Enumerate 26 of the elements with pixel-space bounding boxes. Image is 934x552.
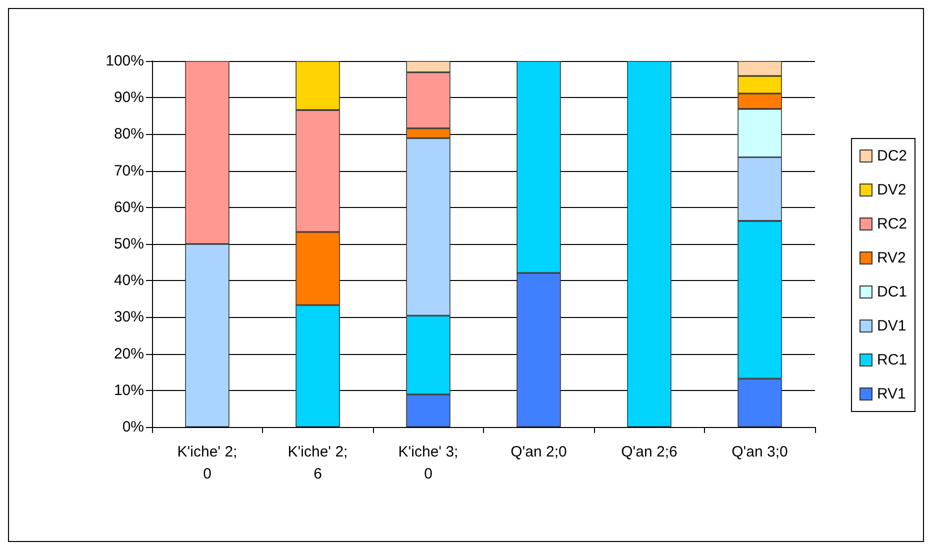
y-tick-label: 100% [106, 52, 144, 70]
legend-label: DC1 [876, 284, 908, 300]
y-tick-label: 80% [114, 126, 144, 143]
y-tick-label: 20% [114, 345, 144, 362]
y-tick-label: 40% [114, 272, 144, 290]
legend-label: RV1 [876, 386, 906, 402]
x-tick-label: K'iche' 3;0 [398, 444, 458, 482]
y-tick-label: 50% [114, 236, 144, 252]
legend-label: DV2 [876, 182, 906, 198]
bar [627, 61, 672, 427]
legend-label: RV2 [876, 250, 906, 266]
y-tick-label: 10% [114, 382, 144, 399]
x-tick-label: Q'an 2;0 [510, 444, 567, 460]
y-tick-label: 30% [114, 308, 144, 326]
x-tick-label: Q'an 3;0 [732, 444, 788, 460]
legend-label: DV1 [876, 318, 906, 334]
legend-label: DC2 [876, 148, 908, 164]
y-tick-label: 60% [114, 198, 144, 216]
legend-label: RC2 [876, 216, 908, 232]
y-tick-label: 0% [122, 418, 144, 436]
y-tick-label: 90% [114, 89, 144, 106]
x-tick-label: K'iche' 2;0 [177, 444, 238, 482]
x-tick-label: Q'an 2;6 [621, 444, 678, 460]
legend-label: RC1 [876, 352, 908, 368]
x-tick-label: K'iche' 2;6 [288, 444, 348, 482]
y-tick-label: 70% [114, 162, 144, 180]
